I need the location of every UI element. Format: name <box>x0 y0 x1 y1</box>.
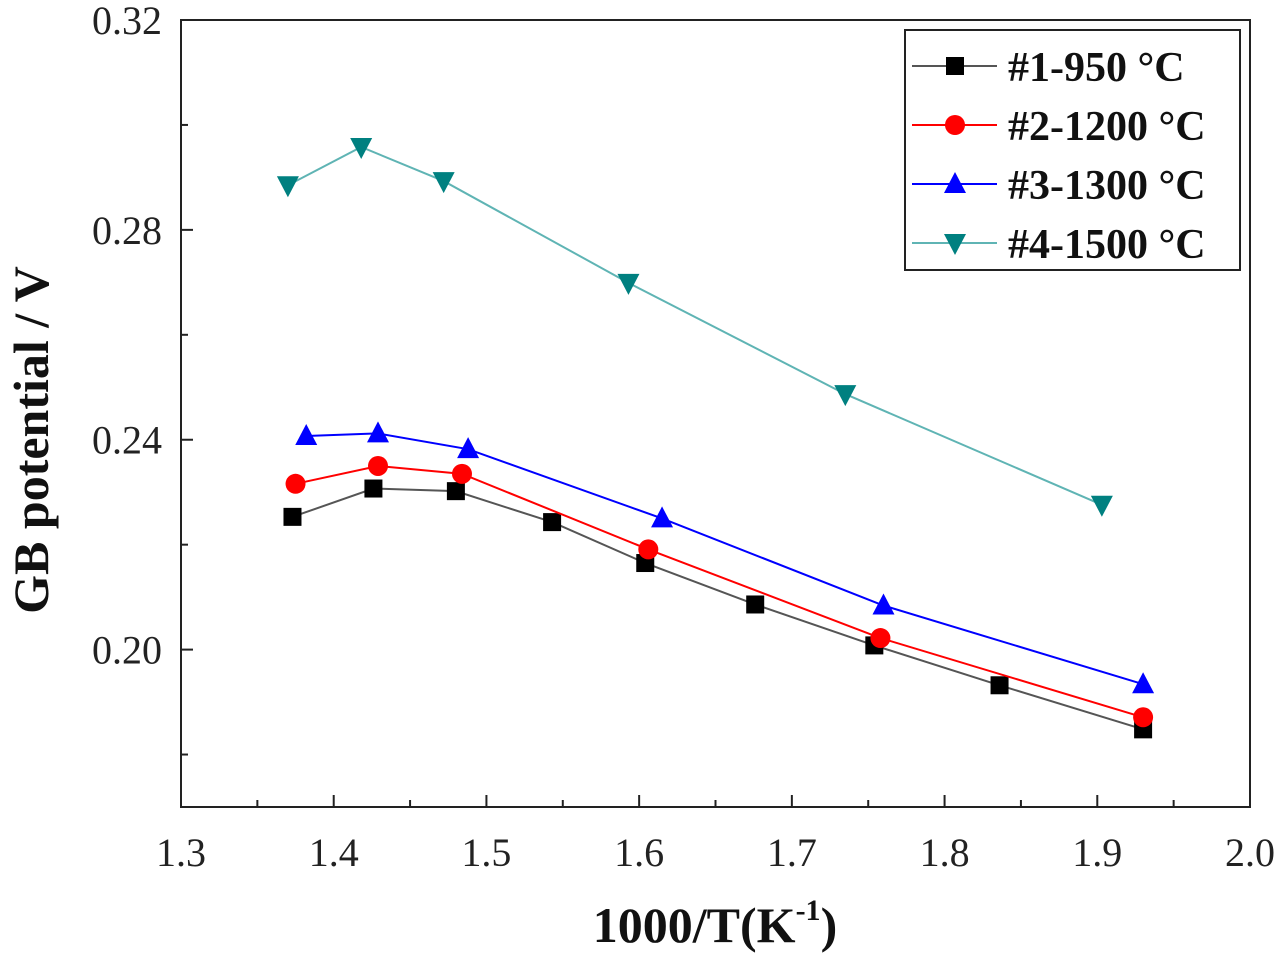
series-4-line <box>287 145 1103 506</box>
series-2-point <box>451 463 472 484</box>
y-tick-label: 0.32 <box>92 0 162 43</box>
series-4-point <box>617 273 640 295</box>
y-tick-label: 0.24 <box>92 418 162 463</box>
series-2-point <box>368 455 389 476</box>
series-2-line <box>295 464 1144 719</box>
x-axis-title: 1000/T(K-1) <box>593 894 837 953</box>
x-tick-label: 1.4 <box>309 830 359 875</box>
series-2-point <box>638 539 659 560</box>
legend: #1-950 °C #2-1200 °C #3-1300 °C #4-1500 °C <box>904 29 1241 271</box>
series-2 <box>285 455 1154 728</box>
legend-marker <box>944 172 966 193</box>
x-tick-label: 2.0 <box>1225 830 1275 875</box>
x-axis-title-main: 1000/T(K <box>593 897 796 953</box>
x-tick-label: 1.9 <box>1072 830 1122 875</box>
series-1-line <box>292 487 1144 731</box>
series-3-point <box>295 424 318 446</box>
series-3-line <box>306 432 1144 686</box>
series-3-point <box>651 506 674 528</box>
legend-label: #4-1500 °C <box>1008 222 1206 268</box>
series-1-point <box>746 595 765 614</box>
series-1-point <box>364 479 383 498</box>
x-tick-label: 1.5 <box>461 830 511 875</box>
y-tick-label: 0.20 <box>92 628 162 673</box>
series-2-point <box>1133 707 1154 728</box>
series-1-point <box>283 507 302 526</box>
x-tick-label: 1.3 <box>156 830 206 875</box>
series-2-point <box>285 473 306 494</box>
legend-label: #1-950 °C <box>1008 45 1185 91</box>
series-4-point <box>432 172 455 194</box>
axis-ticks: 1.3 1.4 1.5 1.6 1.7 1.8 1.9 2.0 0.20 0.24 0.28 0.32 <box>92 0 1275 875</box>
y-tick-label: 0.28 <box>92 208 162 253</box>
x-axis-title-superscript: -1 <box>796 894 821 927</box>
series-4-point <box>350 137 373 159</box>
series-3-point <box>1132 672 1155 694</box>
x-tick-label: 1.7 <box>767 830 817 875</box>
x-tick-label: 1.8 <box>920 830 970 875</box>
series-1-point <box>543 513 562 532</box>
series-4-point <box>834 385 857 407</box>
series-1 <box>283 479 1153 739</box>
x-tick-label: 1.6 <box>614 830 664 875</box>
series-4 <box>276 137 1113 517</box>
legend-label: #3-1300 °C <box>1008 163 1206 209</box>
y-axis-title: GB potential / V <box>3 266 59 614</box>
legend-marker <box>946 57 964 75</box>
legend-label: #2-1200 °C <box>1008 104 1206 150</box>
series-3 <box>295 421 1155 694</box>
series-4-point <box>1090 495 1113 517</box>
legend-marker <box>944 234 966 255</box>
series-3-point <box>872 593 895 615</box>
series-2-point <box>870 628 891 649</box>
x-axis-title-close: ) <box>821 897 838 953</box>
series-layer <box>276 137 1155 739</box>
series-1-point <box>446 482 465 501</box>
series-3-point <box>457 437 480 459</box>
legend-marker <box>945 115 965 135</box>
series-3-point <box>367 421 390 443</box>
series-1-point <box>990 676 1009 695</box>
series-4-point <box>276 176 299 198</box>
